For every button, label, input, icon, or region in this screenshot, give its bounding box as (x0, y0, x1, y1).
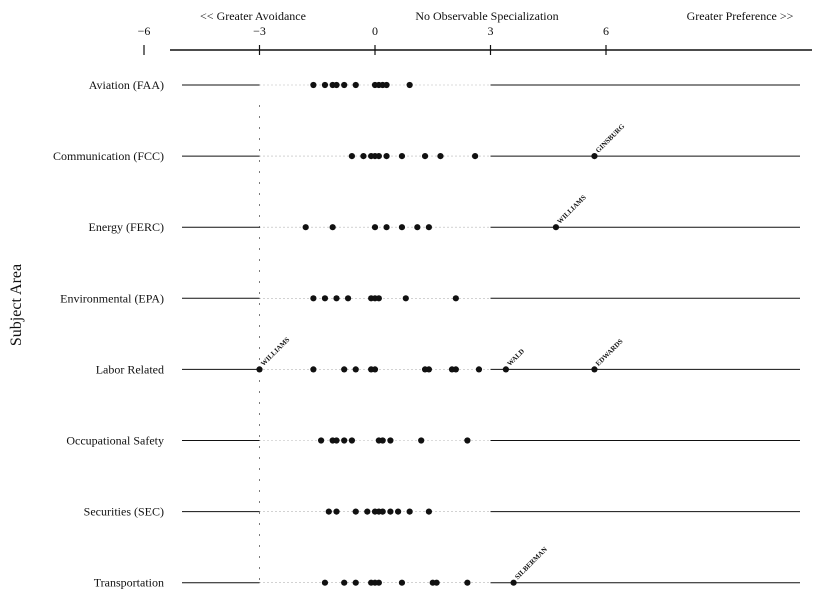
data-point (502, 366, 509, 373)
data-point (333, 508, 340, 515)
data-point (464, 579, 471, 586)
data-point (341, 366, 348, 373)
data-point (341, 437, 348, 444)
x-tick-label: 6 (603, 24, 609, 38)
data-point (318, 437, 325, 444)
data-point (406, 508, 413, 515)
data-point (352, 366, 359, 373)
data-point (371, 224, 379, 231)
data-point (591, 366, 598, 373)
category-label: Occupational Safety (66, 434, 164, 448)
category-label: Securities (SEC) (84, 505, 164, 519)
category-label: Labor Related (96, 362, 164, 376)
data-point (310, 81, 317, 89)
data-point (333, 295, 340, 302)
data-point (464, 437, 471, 444)
data-point (398, 579, 406, 586)
data-point (475, 366, 483, 373)
data-point (325, 508, 332, 515)
data-point (375, 153, 382, 160)
x-tick-label: −6 (138, 24, 151, 38)
annotation-label: EDWARDS (594, 337, 624, 367)
data-point (341, 579, 348, 586)
annotation-label: WALD (506, 347, 527, 368)
data-point (395, 508, 402, 515)
data-point (375, 579, 382, 586)
data-point (414, 224, 421, 231)
data-point (352, 508, 359, 515)
data-point (348, 437, 355, 444)
data-point (510, 579, 517, 586)
data-point (371, 366, 379, 373)
data-point (379, 437, 386, 444)
x-axis: −6 −3 0 3 6 (138, 24, 812, 55)
data-point (352, 81, 359, 89)
data-point (406, 81, 413, 89)
annotation-label: SILBERMAN (513, 545, 549, 581)
data-point (398, 153, 406, 160)
data-point (302, 224, 309, 231)
y-axis-label: Subject Area (8, 264, 25, 346)
annotation-label: GINSBURG (594, 122, 626, 154)
data-point (452, 366, 459, 373)
category-label: Environmental (EPA) (60, 291, 164, 305)
data-point (398, 224, 406, 231)
data-point (333, 437, 340, 444)
data-point (364, 508, 371, 515)
annotation-label: WILLIAMS (259, 336, 291, 368)
annotation-label: WILLIAMS (556, 193, 588, 225)
data-point (387, 508, 394, 515)
data-point (383, 224, 390, 231)
header-center: No Observable Specialization (415, 9, 558, 23)
category-label: Communication (FCC) (53, 149, 164, 163)
data-point (321, 81, 329, 89)
category-label: Aviation (FAA) (89, 78, 164, 92)
data-point (552, 224, 560, 231)
data-point (383, 81, 390, 89)
category-rows: Aviation (FAA) Communication (FCC) Energy … (53, 78, 800, 590)
data-point (591, 153, 598, 160)
data-point (329, 224, 336, 231)
data-point (310, 366, 317, 373)
data-point (472, 153, 479, 160)
data-point (418, 437, 425, 444)
point-annotations: GINSBURG WILLIAMS WILLIAMS WALD EDWARDS SILBE… (259, 122, 626, 581)
header-right: Greater Preference >> (687, 9, 794, 23)
data-point (375, 295, 382, 302)
x-tick-label: −3 (253, 24, 266, 38)
category-label: Transportation (94, 576, 164, 590)
data-point (321, 295, 329, 302)
data-point (379, 508, 386, 515)
data-point (352, 579, 359, 586)
x-tick-label: 0 (372, 24, 378, 38)
data-point (333, 81, 340, 89)
data-point (383, 153, 390, 160)
data-point (387, 437, 394, 444)
data-point (425, 508, 432, 515)
data-point (433, 579, 440, 586)
data-point (321, 579, 329, 586)
data-point (341, 81, 348, 89)
data-point (452, 295, 459, 302)
data-point (425, 366, 432, 373)
data-point (348, 153, 355, 160)
data-point (344, 295, 352, 302)
data-point (360, 153, 367, 160)
data-point (425, 224, 432, 231)
data-point (402, 295, 409, 302)
data-point (256, 366, 263, 373)
category-label: Energy (FERC) (89, 220, 164, 234)
data-points (256, 81, 598, 586)
data-point (421, 153, 429, 160)
x-tick-label: 3 (488, 24, 494, 38)
data-point (437, 153, 444, 160)
data-point (310, 295, 317, 302)
header-left: << Greater Avoidance (200, 9, 306, 23)
